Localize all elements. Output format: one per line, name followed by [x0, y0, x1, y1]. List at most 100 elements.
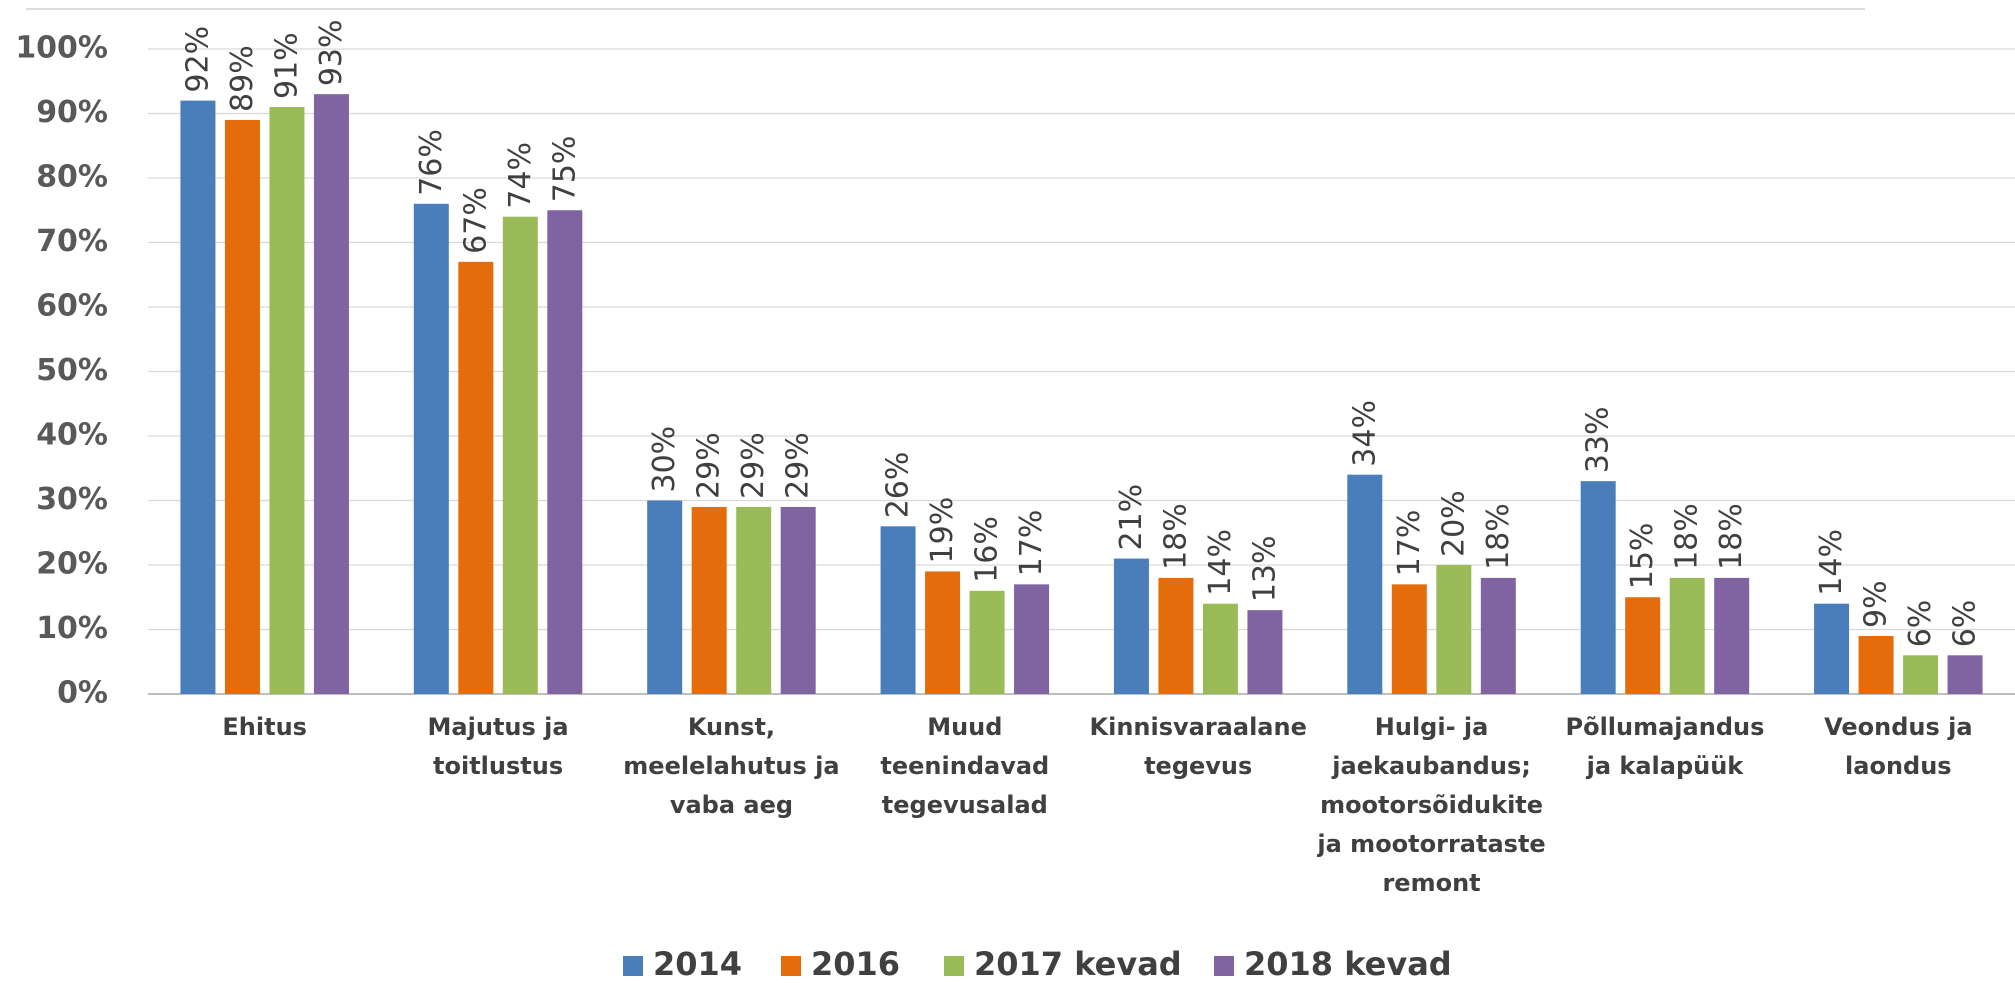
x-tick-label: Majutus ja toitlustus — [427, 713, 569, 780]
x-tick-label: Kinnisvaraalane tegevus — [1089, 713, 1307, 780]
bar — [1580, 481, 1616, 694]
data-label: 14% — [1814, 529, 1849, 596]
legend-label: 2016 — [811, 945, 900, 983]
x-tick-label: Hulgi- ja jaekaubandus; mootorsõidukite … — [1317, 713, 1546, 897]
bar — [736, 506, 772, 694]
bar — [313, 94, 349, 694]
data-label: 19% — [925, 497, 960, 564]
data-label: 6% — [1903, 600, 1938, 648]
x-tick-label: Veondus ja laondus — [1824, 713, 1973, 780]
bar — [1436, 565, 1472, 694]
data-label: 18% — [1481, 503, 1516, 570]
data-label: 17% — [1014, 510, 1049, 577]
bar — [547, 210, 583, 694]
data-label: 16% — [970, 516, 1005, 583]
x-label-box: Muud teenindavad tegevusalad — [880, 713, 1050, 819]
bar — [780, 506, 816, 694]
data-label: 34% — [1347, 400, 1382, 467]
bar — [1814, 603, 1850, 694]
legend-swatch — [944, 956, 964, 976]
bar — [1903, 655, 1939, 694]
data-label: 26% — [881, 452, 916, 519]
data-label: 17% — [1392, 510, 1427, 577]
legend-swatch — [1214, 956, 1234, 976]
bar — [647, 500, 683, 694]
data-label: 13% — [1247, 535, 1282, 602]
bar — [413, 203, 449, 695]
x-tick-label: Põllumajandus ja kalapüük — [1565, 713, 1765, 780]
legend-swatch — [623, 956, 643, 976]
data-label: 18% — [1670, 503, 1705, 570]
bar — [180, 100, 216, 695]
y-tick-label: 50% — [36, 353, 108, 388]
data-label: 33% — [1581, 406, 1616, 473]
bar — [1625, 597, 1661, 694]
data-label: 29% — [736, 432, 771, 499]
x-label-box: Hulgi- ja jaekaubandus; mootorsõidukite … — [1317, 713, 1546, 897]
data-label: 29% — [781, 432, 816, 499]
bar — [969, 590, 1005, 694]
bar — [458, 261, 494, 694]
data-label: 92% — [180, 26, 215, 93]
bar — [1247, 610, 1283, 694]
bar — [1347, 474, 1383, 694]
data-label: 30% — [647, 426, 682, 493]
y-tick-label: 100% — [15, 31, 108, 66]
data-label: 21% — [1114, 484, 1149, 551]
bar — [1947, 655, 1983, 694]
x-label-box: Ehitus — [222, 713, 307, 741]
bar — [1480, 577, 1516, 694]
y-tick-label: 0% — [57, 676, 108, 711]
data-label: 15% — [1625, 523, 1660, 590]
bar — [224, 119, 260, 694]
y-tick-label: 60% — [36, 289, 108, 324]
bar — [269, 107, 305, 695]
data-label: 18% — [1714, 503, 1749, 570]
data-label: 9% — [1859, 580, 1894, 628]
y-tick-label: 30% — [36, 482, 108, 517]
data-label: 6% — [1948, 600, 1983, 648]
data-label: 76% — [414, 129, 449, 196]
data-label: 67% — [458, 187, 493, 254]
bar — [1158, 577, 1194, 694]
data-label: 29% — [692, 432, 727, 499]
data-label: 91% — [269, 32, 304, 99]
y-tick-label: 80% — [36, 160, 108, 195]
data-label: 14% — [1203, 529, 1238, 596]
x-tick-label: Muud teenindavad tegevusalad — [880, 713, 1050, 819]
data-label: 74% — [503, 142, 538, 209]
y-tick-label: 10% — [36, 611, 108, 646]
y-tick-label: 70% — [36, 224, 108, 259]
legend-label: 2014 — [653, 945, 742, 983]
data-label: 75% — [547, 136, 582, 203]
x-label-box: Põllumajandus ja kalapüük — [1565, 713, 1765, 780]
x-label-box: Kinnisvaraalane tegevus — [1089, 713, 1307, 780]
bar — [1014, 584, 1050, 694]
legend-label: 2018 kevad — [1244, 945, 1452, 983]
y-tick-label: 20% — [36, 547, 108, 582]
x-label-box: Veondus ja laondus — [1824, 713, 1973, 780]
data-label: 89% — [225, 45, 260, 112]
bar — [925, 571, 961, 694]
bar — [691, 506, 727, 694]
data-label: 18% — [1158, 503, 1193, 570]
bar — [1391, 584, 1427, 694]
x-tick-label: Kunst, meelelahutus ja vaba aeg — [623, 713, 840, 819]
bar — [1858, 635, 1894, 694]
legend-swatch — [781, 956, 801, 976]
data-label: 93% — [314, 19, 349, 86]
bar — [880, 526, 916, 694]
bar — [502, 216, 538, 694]
y-tick-label: 90% — [36, 95, 108, 130]
bar — [1202, 603, 1238, 694]
bar — [1714, 577, 1750, 694]
x-tick-label: Ehitus — [222, 713, 307, 741]
y-tick-label: 40% — [36, 418, 108, 453]
x-label-box: Kunst, meelelahutus ja vaba aeg — [623, 713, 840, 819]
legend-label: 2017 kevad — [974, 945, 1182, 983]
bar — [1113, 558, 1149, 694]
bar — [1669, 577, 1705, 694]
data-label: 20% — [1436, 490, 1471, 557]
x-label-box: Majutus ja toitlustus — [427, 713, 569, 780]
